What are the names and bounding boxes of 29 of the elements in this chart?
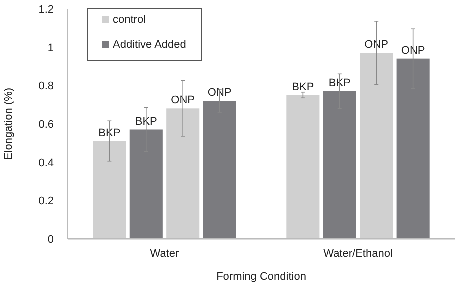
data-label: ONP — [208, 87, 232, 99]
data-label: ONP — [364, 39, 389, 52]
y-tick-label: 0.8 — [38, 80, 54, 93]
data-label: ONP — [171, 94, 196, 107]
x-tick-label: Water — [150, 248, 180, 260]
legend-label: Additive Added — [113, 39, 186, 51]
bar — [203, 101, 236, 239]
bar — [360, 53, 394, 239]
bar — [166, 108, 200, 239]
bar — [93, 141, 126, 239]
y-tick-label: 0.6 — [38, 119, 54, 131]
data-label: BKP — [98, 127, 121, 140]
bar — [130, 130, 163, 239]
bar — [323, 91, 356, 239]
data-label: BKP — [292, 81, 314, 94]
data-label: BKP — [135, 116, 158, 128]
y-tick-label: 1.2 — [38, 4, 54, 16]
legend-label: control — [113, 14, 146, 26]
bar — [286, 95, 320, 239]
y-tick-label: 1 — [48, 42, 54, 54]
bar — [396, 58, 430, 239]
y-tick-label: 0 — [48, 234, 54, 246]
y-tick-label: 0.2 — [38, 196, 54, 208]
x-tick-label: Water/Ethanol — [324, 248, 393, 260]
y-axis-title: Elongation (%) — [3, 88, 15, 160]
data-label: ONP — [401, 44, 426, 57]
data-label: BKP — [328, 77, 351, 90]
x-axis-title: Forming Condition — [216, 271, 306, 283]
y-tick-label: 0.4 — [38, 157, 54, 170]
